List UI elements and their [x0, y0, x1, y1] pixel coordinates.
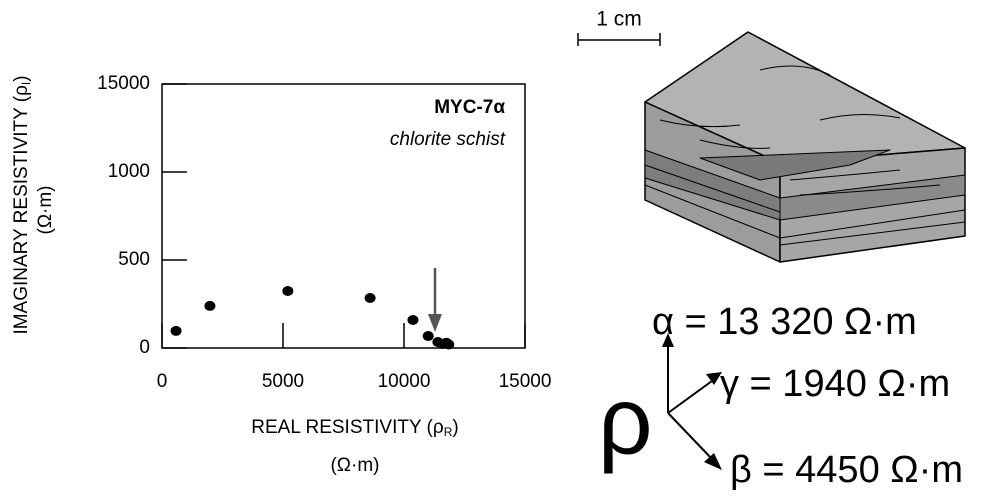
data-point	[407, 315, 419, 326]
annotation-title: MYC-7α	[434, 97, 505, 118]
scale-bar	[577, 33, 661, 46]
y-tick-label: 0	[139, 337, 150, 358]
data-point	[204, 300, 216, 311]
data-point	[422, 331, 434, 342]
y-axis-unit: (Ω·m)	[35, 185, 56, 234]
y-axis-label: IMAGINARY RESISTIVITY (ρI)	[11, 75, 33, 334]
x-axis-label: REAL RESISTIVITY (ρR)	[251, 417, 458, 439]
resistivity-gamma: γ = 1940 Ω·m	[720, 363, 950, 405]
y-tick-label: 15000	[97, 73, 150, 94]
arrow-annotation	[428, 268, 442, 332]
data-point	[443, 339, 455, 350]
scale-label: 1 cm	[596, 8, 642, 31]
resistivity-beta: β = 4450 Ω·m	[730, 449, 963, 491]
resistivity-alpha: α = 13 320 Ω·m	[652, 301, 917, 343]
x-tick-label: 0	[157, 371, 168, 392]
rock-block	[644, 31, 966, 263]
y-tick-label: 500	[118, 249, 150, 270]
rho-symbol: ρ	[598, 367, 653, 474]
y-tick-label: 1000	[108, 161, 150, 182]
annotation-subtitle: chlorite schist	[390, 129, 506, 150]
plot-frame	[161, 83, 526, 349]
data-point	[364, 293, 376, 304]
x-axis-unit: (Ω·m)	[330, 455, 379, 476]
x-tick-label: 10000	[378, 371, 431, 392]
x-tick-label: 15000	[499, 371, 552, 392]
data-point	[170, 325, 182, 336]
data-point	[282, 285, 294, 296]
x-tick-label: 5000	[262, 371, 304, 392]
orientation-axes	[662, 333, 722, 470]
